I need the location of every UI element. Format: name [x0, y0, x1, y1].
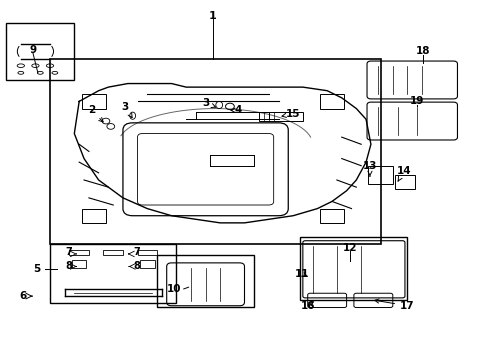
Text: 5: 5 — [33, 264, 40, 274]
Bar — [300, 237, 407, 300]
Bar — [137, 249, 157, 255]
Bar — [72, 260, 86, 267]
Text: 18: 18 — [415, 46, 430, 57]
Text: 10: 10 — [166, 284, 181, 294]
Text: 19: 19 — [409, 96, 424, 107]
Text: 13: 13 — [362, 161, 376, 176]
Text: 12: 12 — [343, 243, 357, 253]
Bar — [81, 94, 106, 109]
Bar — [103, 249, 122, 255]
Text: 6: 6 — [20, 291, 27, 301]
Bar — [394, 175, 414, 189]
Bar — [6, 23, 74, 80]
Bar — [69, 249, 89, 255]
Text: 3: 3 — [202, 98, 215, 108]
Bar — [259, 112, 302, 121]
Text: 11: 11 — [294, 269, 308, 279]
Bar — [157, 255, 254, 307]
Text: 14: 14 — [396, 166, 410, 181]
Text: 4: 4 — [230, 105, 242, 115]
Text: 15: 15 — [282, 109, 300, 119]
Bar — [319, 94, 344, 109]
Bar — [50, 59, 380, 244]
Text: 7: 7 — [65, 247, 72, 257]
Text: 17: 17 — [374, 299, 414, 311]
Text: 7: 7 — [133, 247, 140, 257]
Text: 8: 8 — [133, 261, 140, 271]
Bar — [50, 244, 176, 303]
Text: 9: 9 — [29, 45, 37, 55]
Bar — [368, 166, 392, 184]
Text: 2: 2 — [87, 105, 103, 122]
Text: 1: 1 — [208, 11, 216, 21]
Text: 8: 8 — [65, 261, 72, 271]
Bar — [319, 208, 344, 223]
Bar — [140, 260, 154, 267]
Bar — [81, 208, 106, 223]
Text: 16: 16 — [300, 301, 314, 311]
Text: 3: 3 — [122, 102, 132, 118]
